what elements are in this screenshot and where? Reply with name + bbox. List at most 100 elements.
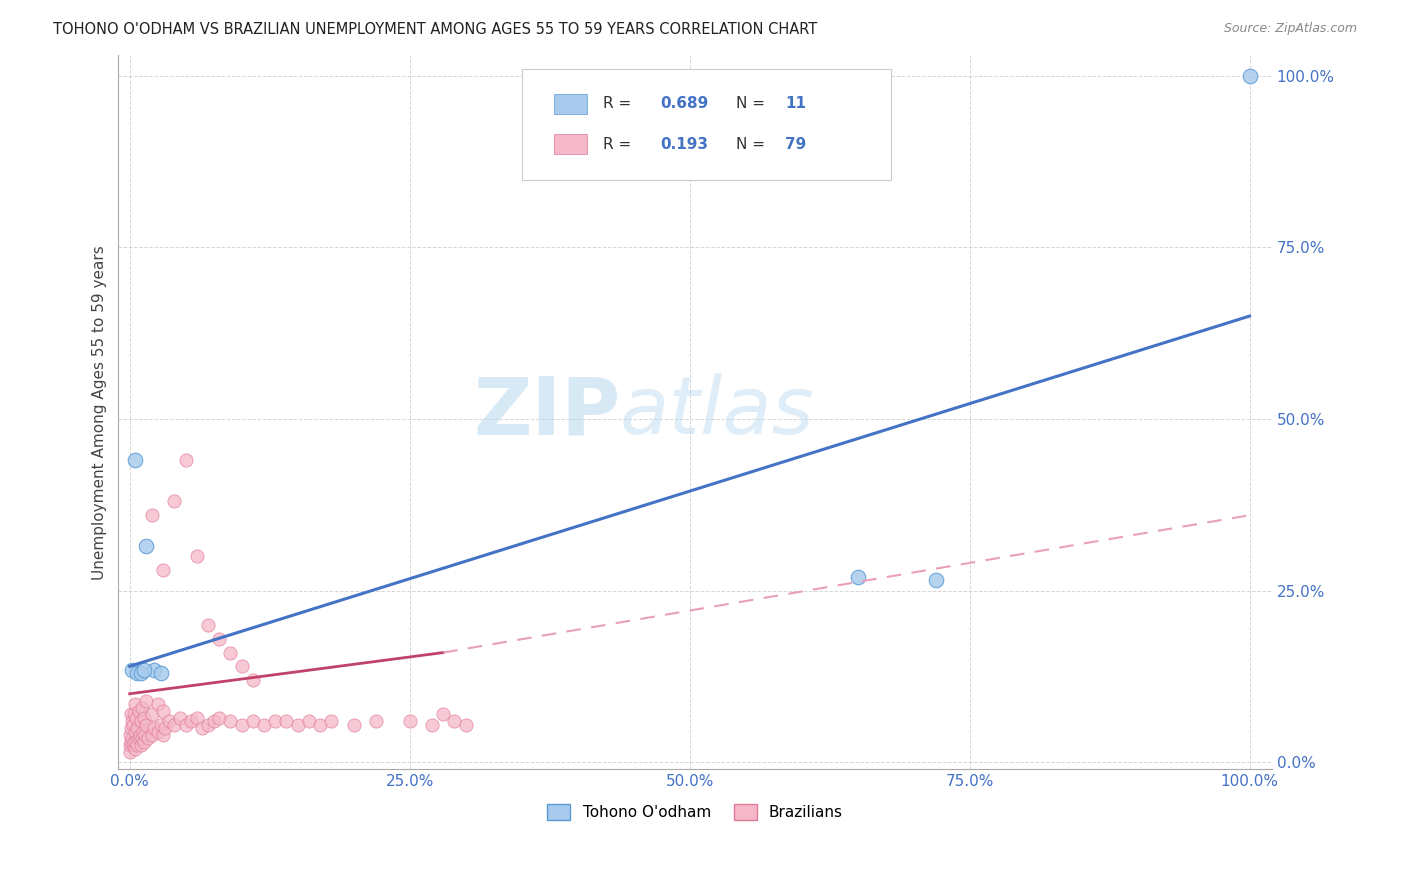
Point (131, 731, 153, 746)
Point (152, 704, 174, 718)
Point (150, 666, 173, 681)
Point (146, 724, 169, 739)
Point (219, 646, 242, 660)
Point (124, 724, 146, 739)
Point (122, 717, 145, 731)
Point (152, 728, 174, 742)
Point (125, 735, 148, 749)
Text: TOHONO O'ODHAM VS BRAZILIAN UNEMPLOYMENT AMONG AGES 55 TO 59 YEARS CORRELATION C: TOHONO O'ODHAM VS BRAZILIAN UNEMPLOYMENT… (53, 22, 818, 37)
Text: atlas: atlas (620, 373, 815, 451)
Point (118, 745, 141, 759)
Point (443, 714, 465, 729)
Point (124, 741, 146, 756)
Point (1239, 69, 1261, 83)
Legend: Tohono O'odham, Brazilians: Tohono O'odham, Brazilians (541, 797, 849, 826)
Point (231, 659, 253, 673)
Point (152, 563, 174, 577)
Text: ZIP: ZIP (472, 373, 620, 451)
Point (118, 728, 141, 742)
Point (155, 721, 177, 735)
Point (191, 721, 214, 735)
Point (135, 693, 157, 707)
Point (150, 717, 173, 731)
Point (134, 663, 156, 677)
Point (124, 453, 146, 467)
Point (242, 714, 264, 729)
Point (122, 735, 145, 749)
Point (121, 663, 143, 677)
Point (454, 717, 477, 731)
Point (163, 717, 186, 731)
Point (128, 728, 150, 742)
Point (219, 714, 242, 729)
Point (180, 714, 202, 729)
Point (132, 724, 155, 739)
Point (129, 666, 152, 681)
Text: N =: N = (735, 136, 775, 152)
Point (141, 707, 163, 722)
Point (125, 711, 148, 725)
Point (143, 721, 166, 735)
Y-axis label: Unemployment Among Ages 55 to 59 years: Unemployment Among Ages 55 to 59 years (93, 244, 107, 580)
Text: 0.193: 0.193 (661, 136, 709, 152)
Point (242, 673, 264, 687)
Point (129, 739, 152, 753)
Text: 0.689: 0.689 (661, 96, 709, 112)
Point (141, 728, 163, 742)
Point (121, 714, 143, 729)
Point (846, 570, 869, 584)
Point (287, 717, 309, 731)
Text: N =: N = (735, 96, 775, 112)
Point (122, 707, 145, 722)
Point (208, 632, 231, 646)
Point (163, 494, 186, 508)
Point (174, 453, 197, 467)
Point (127, 721, 149, 735)
Point (135, 717, 157, 731)
Text: R =: R = (603, 136, 641, 152)
Point (343, 717, 366, 731)
Point (420, 717, 443, 731)
Point (124, 697, 146, 711)
Point (925, 574, 948, 588)
Text: 11: 11 (785, 96, 806, 112)
Point (134, 728, 156, 742)
Text: 79: 79 (785, 136, 807, 152)
Point (231, 717, 253, 731)
Point (122, 739, 145, 753)
Point (321, 714, 343, 729)
FancyBboxPatch shape (522, 70, 891, 180)
Point (134, 735, 156, 749)
Text: R =: R = (603, 96, 641, 112)
Point (120, 707, 142, 722)
Point (136, 731, 159, 746)
Point (264, 714, 287, 729)
Point (129, 714, 152, 729)
Point (432, 707, 454, 722)
Point (202, 714, 225, 729)
Point (118, 739, 141, 753)
Point (364, 714, 387, 729)
Point (186, 549, 208, 564)
Point (128, 731, 150, 746)
Point (120, 735, 142, 749)
FancyBboxPatch shape (554, 94, 586, 113)
Point (174, 717, 197, 731)
Point (141, 508, 163, 523)
Point (169, 711, 191, 725)
Point (298, 714, 321, 729)
Point (131, 700, 153, 714)
Point (135, 539, 157, 553)
Point (134, 711, 156, 725)
Point (127, 666, 149, 681)
Point (128, 704, 150, 718)
Text: Source: ZipAtlas.com: Source: ZipAtlas.com (1223, 22, 1357, 36)
Point (120, 721, 142, 735)
FancyBboxPatch shape (554, 135, 586, 154)
Point (143, 663, 166, 677)
Point (186, 711, 208, 725)
Point (197, 618, 219, 632)
Point (398, 714, 420, 729)
Point (276, 714, 298, 729)
Point (309, 717, 332, 731)
